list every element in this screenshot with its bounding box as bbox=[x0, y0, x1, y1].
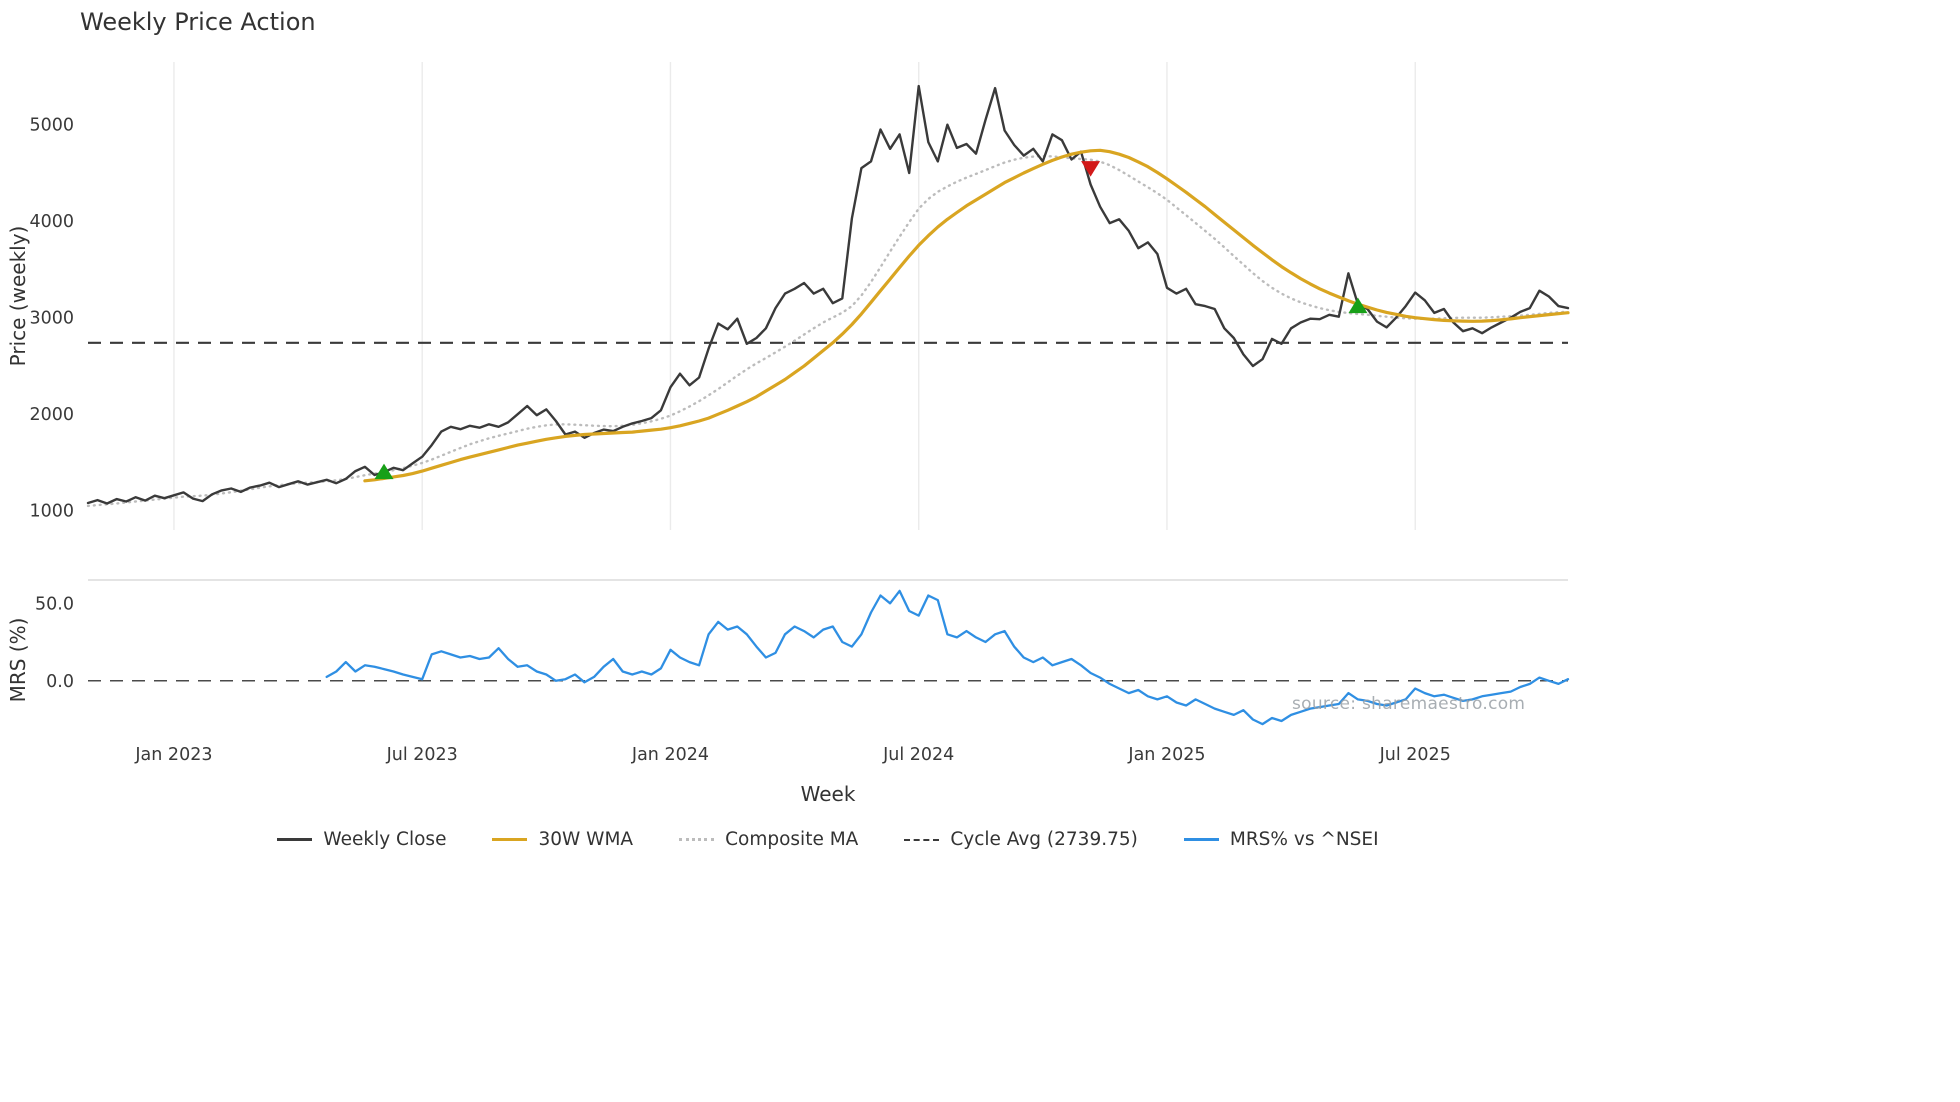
x-tick-label: Jan 2024 bbox=[631, 745, 709, 765]
legend-item: 30W WMA bbox=[492, 829, 633, 850]
sell-signal-marker bbox=[1081, 161, 1101, 177]
chart-title: Weekly Price Action bbox=[80, 8, 316, 36]
legend-swatch-dashed-icon bbox=[904, 838, 940, 841]
x-axis-label: Week bbox=[800, 782, 856, 806]
x-tick-label: Jul 2024 bbox=[882, 745, 954, 765]
legend-label: MRS% vs ^NSEI bbox=[1229, 829, 1379, 850]
y-tick-label: 2000 bbox=[29, 405, 74, 425]
buy-signal-marker bbox=[1348, 297, 1368, 314]
mrs-axis-label: MRS (%) bbox=[6, 617, 30, 703]
series-line-mrs-vs-nsei bbox=[325, 589, 1570, 726]
buy-signal-marker bbox=[374, 463, 394, 480]
legend-swatch-solid-icon bbox=[277, 838, 313, 841]
x-tick-label: Jan 2025 bbox=[1127, 745, 1205, 765]
legend-label: 30W WMA bbox=[538, 829, 634, 850]
y-tick-label: 4000 bbox=[29, 212, 74, 232]
legend-label: Composite MA bbox=[725, 829, 859, 850]
series-line-30w-wma bbox=[363, 148, 1570, 483]
x-tick-label: Jul 2023 bbox=[386, 745, 458, 765]
y-tick-label: 0.0 bbox=[46, 672, 74, 692]
legend-item: Cycle Avg (2739.75) bbox=[904, 829, 1138, 850]
y-tick-label: 1000 bbox=[29, 502, 74, 522]
y-tick-label: 50.0 bbox=[35, 594, 74, 614]
legend-item: MRS% vs ^NSEI bbox=[1183, 829, 1379, 850]
legend-label: Weekly Close bbox=[323, 829, 447, 850]
legend-label: Cycle Avg (2739.75) bbox=[950, 829, 1138, 850]
legend-swatch-solid-icon bbox=[492, 838, 528, 841]
series-line-composite-ma bbox=[86, 154, 1570, 508]
price-axis-label: Price (weekly) bbox=[6, 225, 30, 367]
x-tick-label: Jan 2023 bbox=[134, 745, 212, 765]
y-tick-label: 3000 bbox=[29, 309, 74, 329]
chart-legend: Weekly Close 30W WMA Composite MA Cycle Avg… bbox=[0, 829, 1656, 850]
series-line-weekly-close bbox=[86, 84, 1570, 505]
x-tick-label: Jul 2025 bbox=[1379, 745, 1451, 765]
legend-swatch-dotted-icon bbox=[679, 838, 715, 841]
legend-item: Weekly Close bbox=[277, 829, 446, 850]
y-tick-label: 5000 bbox=[29, 116, 74, 136]
source-watermark: source: sharemaestro.com bbox=[1292, 694, 1526, 714]
legend-item: Composite MA bbox=[679, 829, 858, 850]
legend-swatch-solid-icon bbox=[1183, 838, 1219, 841]
